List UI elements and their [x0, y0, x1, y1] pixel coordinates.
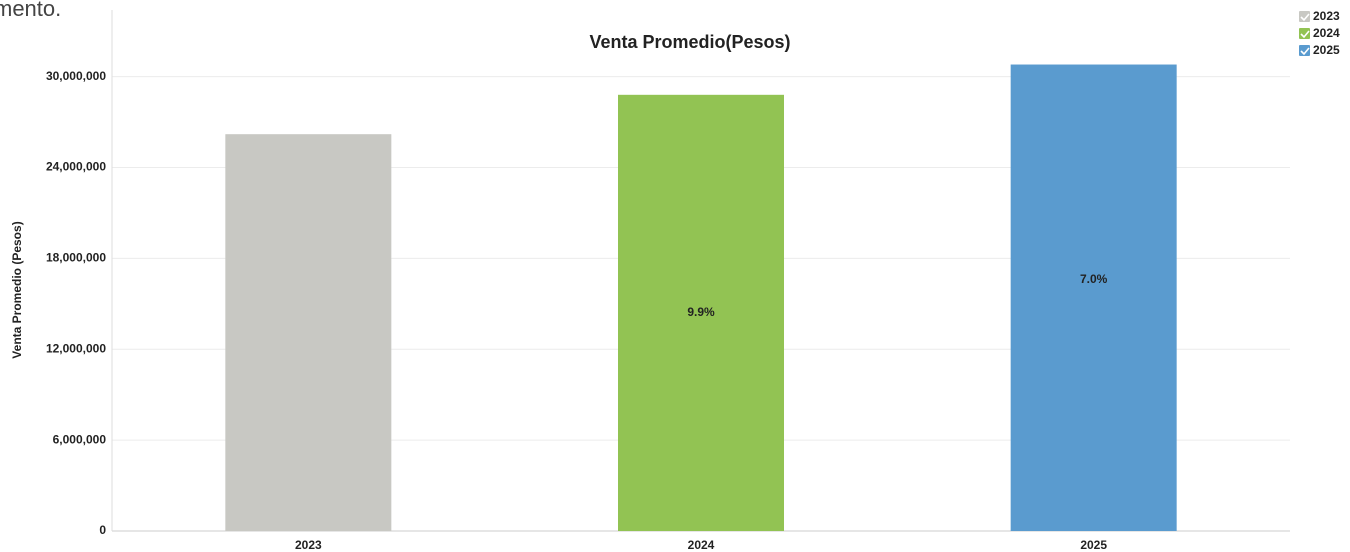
bar-annotation: 7.0%	[1080, 272, 1108, 286]
legend-check	[1300, 30, 1310, 39]
x-tick-label: 2024	[688, 538, 715, 552]
y-tick-label: 24,000,000	[46, 160, 106, 174]
fragment-text: mento.	[0, 0, 61, 21]
bar	[225, 134, 392, 531]
y-tick-label: 30,000,000	[46, 69, 106, 83]
chart-title: Venta Promedio(Pesos)	[589, 32, 790, 52]
legend-label: 2025	[1313, 43, 1340, 57]
x-tick-label: 2025	[1080, 538, 1107, 552]
bar-annotation: 9.9%	[687, 305, 715, 319]
y-tick-label: 12,000,000	[46, 341, 106, 355]
x-tick-label: 2023	[295, 538, 322, 552]
legend-checkbox[interactable]	[1299, 28, 1310, 39]
legend-label: 2024	[1313, 26, 1340, 40]
legend-checkbox[interactable]	[1299, 11, 1310, 22]
y-axis-label: Venta Promedio (Pesos)	[10, 221, 24, 358]
legend-check	[1300, 13, 1310, 22]
legend-checkbox[interactable]	[1299, 45, 1310, 56]
y-tick-label: 6,000,000	[53, 432, 107, 446]
legend-check	[1300, 47, 1310, 56]
legend-label: 2023	[1313, 9, 1340, 23]
bar	[618, 94, 784, 531]
bar	[1010, 64, 1177, 531]
y-tick-label: 18,000,000	[46, 251, 106, 265]
y-tick-label: 0	[99, 523, 106, 537]
